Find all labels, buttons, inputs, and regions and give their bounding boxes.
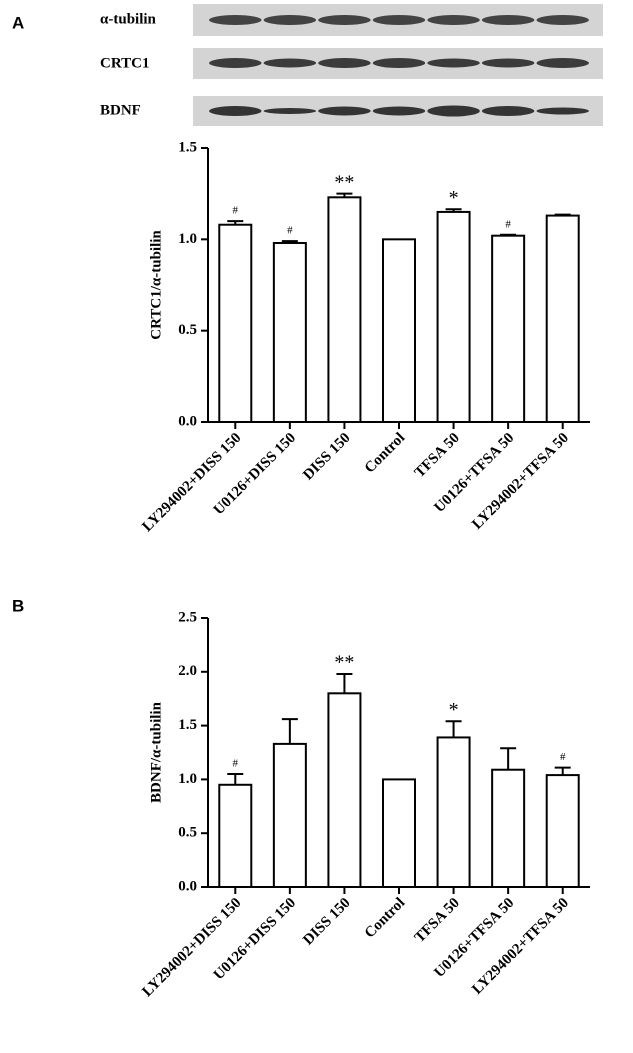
- bar: [218, 223, 253, 423]
- significance-label: #: [560, 751, 566, 763]
- blot-band: [481, 15, 535, 25]
- bar: [382, 778, 416, 889]
- error-bar: [336, 672, 353, 694]
- blot-band: [263, 108, 317, 114]
- significance-label: **: [334, 652, 354, 674]
- blot-label: CRTC1: [100, 55, 149, 71]
- error-bar: [500, 233, 517, 236]
- y-tick-label: 1.0: [178, 231, 197, 247]
- error-bar: [554, 213, 571, 216]
- x-tick-label: LY294002+TFSA 50: [469, 430, 572, 533]
- blot-band: [427, 15, 480, 25]
- significance-label: *: [449, 699, 459, 721]
- x-tick-label: TFSA 50: [412, 895, 463, 946]
- bar: [327, 692, 362, 888]
- y-tick-label: 0.5: [178, 825, 197, 841]
- blot-band: [536, 58, 589, 68]
- y-tick-label: 1.5: [178, 717, 197, 733]
- x-tick-label: Control: [362, 430, 408, 476]
- panel-label: B: [12, 596, 24, 615]
- bar: [436, 736, 471, 888]
- blot-band: [427, 105, 480, 117]
- x-tick-label: LY294002+DISS 150: [139, 895, 244, 1000]
- bar: [436, 210, 471, 423]
- blot-band: [209, 58, 262, 68]
- y-tick-label: 0.5: [178, 322, 197, 338]
- blot-band: [536, 15, 589, 25]
- bar: [382, 238, 416, 423]
- blot-label: BDNF: [100, 102, 141, 118]
- error-bar: [336, 192, 353, 198]
- y-axis-label: CRTC1/α-tubilin: [148, 230, 164, 340]
- y-tick-label: 1.5: [178, 139, 197, 155]
- bar: [327, 196, 362, 423]
- error-bar: [281, 718, 298, 744]
- blot-band: [427, 58, 480, 68]
- blot-band: [318, 15, 371, 25]
- error-bar: [445, 720, 462, 738]
- significance-label: **: [334, 171, 354, 193]
- significance-label: #: [233, 205, 239, 217]
- bar: [491, 234, 526, 423]
- x-tick-label: DISS 150: [300, 430, 353, 483]
- significance-label: #: [233, 758, 239, 770]
- y-tick-label: 2.0: [178, 663, 197, 679]
- x-tick-label: DISS 150: [300, 895, 353, 948]
- blot-band: [209, 15, 262, 25]
- bar: [272, 742, 307, 889]
- x-tick-label: LY294002+DISS 150: [139, 430, 244, 535]
- bar: [491, 768, 526, 888]
- blot-band: [263, 15, 317, 25]
- y-tick-label: 2.5: [178, 609, 197, 625]
- y-tick-label: 1.0: [178, 771, 197, 787]
- blot-band: [481, 58, 535, 68]
- blot-band: [263, 58, 317, 68]
- blot-band: [372, 106, 426, 116]
- error-bar: [554, 766, 571, 776]
- significance-label: #: [287, 225, 293, 237]
- x-tick-label: LY294002+TFSA 50: [469, 895, 572, 998]
- y-tick-label: 0.0: [178, 413, 197, 429]
- significance-label: *: [449, 187, 459, 209]
- error-bar: [227, 773, 244, 785]
- blot-band: [372, 15, 426, 25]
- blot-label: α-tubilin: [100, 11, 157, 27]
- error-bar: [227, 220, 244, 225]
- bar: [545, 214, 580, 423]
- significance-label: #: [505, 218, 511, 230]
- x-tick-label: Control: [362, 895, 408, 941]
- bar: [545, 774, 580, 889]
- bar: [218, 783, 253, 889]
- error-bar: [281, 240, 298, 243]
- x-tick-label: TFSA 50: [412, 430, 463, 481]
- blot-band: [318, 106, 371, 116]
- blot-band: [372, 58, 426, 68]
- panel-label: A: [12, 13, 24, 32]
- bar: [272, 241, 307, 423]
- blot-band: [318, 58, 371, 68]
- blot-band: [209, 106, 262, 116]
- error-bar: [500, 747, 517, 770]
- y-tick-label: 0.0: [178, 878, 197, 894]
- error-bar: [445, 208, 462, 212]
- blot-band: [481, 106, 535, 116]
- blot-band: [536, 107, 589, 115]
- y-axis-label: BDNF/α-tubilin: [148, 701, 164, 803]
